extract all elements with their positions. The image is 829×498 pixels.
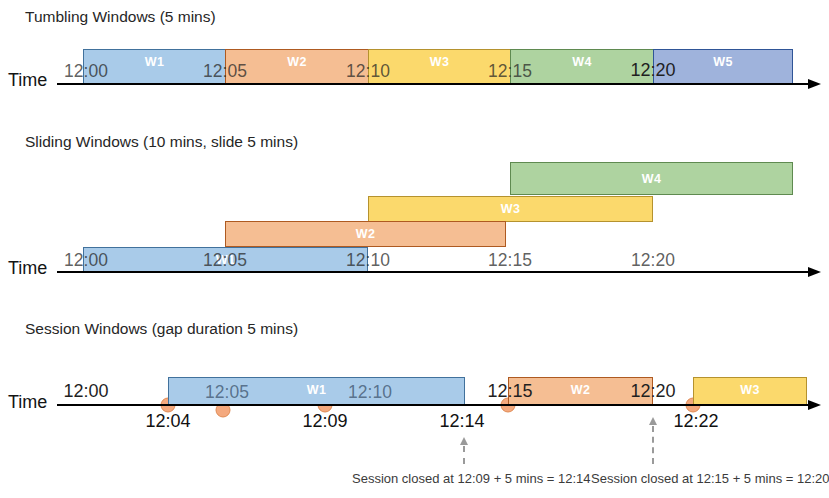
window-label: W2 <box>356 227 375 241</box>
session-section-title: Session Windows (gap duration 5 mins) <box>25 320 298 338</box>
window-label: W2 <box>287 55 306 69</box>
event-label-12-09: 12:09 <box>302 411 347 432</box>
session-timeline <box>57 404 810 406</box>
windowing-diagram: Tumbling Windows (5 mins) Time W1 W2 W3 … <box>0 0 829 498</box>
session-close-annotation-2: Session closed at 12:15 + 5 mins = 12:20 <box>591 471 829 486</box>
sliding-tick-12-10: 12:10 <box>346 250 390 271</box>
session-window-w3: W3 <box>693 377 807 405</box>
session-tick-12-15: 12:15 <box>487 381 532 402</box>
sliding-tick-12-20: 12:20 <box>631 250 675 271</box>
window-label: W4 <box>572 55 591 69</box>
sliding-time-axis-label: Time <box>8 258 47 279</box>
session-tick-12-20: 12:20 <box>630 381 675 402</box>
session-timeline-arrowhead-icon <box>808 400 821 410</box>
tumbling-time-axis-label: Time <box>8 70 47 91</box>
window-label: W3 <box>430 55 449 69</box>
session-tick-12-00: 12:00 <box>63 381 108 402</box>
event-label-12-14: 12:14 <box>439 411 484 432</box>
tumbling-tick-12-10: 12:10 <box>346 61 390 82</box>
window-label: W3 <box>501 202 520 216</box>
sliding-window-w2: W2 <box>225 221 506 247</box>
event-label-12-22: 12:22 <box>673 411 718 432</box>
sliding-timeline <box>57 271 810 273</box>
tumbling-timeline-arrowhead-icon <box>808 79 821 89</box>
session-close-annotation-1: Session closed at 12:09 + 5 mins = 12:14 <box>352 471 591 486</box>
sliding-tick-12-05: 12:05 <box>203 250 247 271</box>
annotation-arrowhead-icon <box>460 437 468 445</box>
tumbling-tick-12-15: 12:15 <box>488 61 532 82</box>
annotation-arrow-dashed-line <box>463 446 465 464</box>
annotation-arrowhead-icon <box>649 417 657 425</box>
tumbling-tick-12-05: 12:05 <box>203 61 247 82</box>
session-tick-12-10: 12:10 <box>348 382 392 403</box>
tumbling-tick-12-00: 12:00 <box>64 61 108 82</box>
tumbling-tick-12-20: 12:20 <box>630 60 675 81</box>
annotation-arrow-dashed-line <box>652 426 654 464</box>
tumbling-timeline <box>57 83 810 85</box>
sliding-timeline-arrowhead-icon <box>808 267 821 277</box>
session-time-axis-label: Time <box>8 392 47 413</box>
sliding-tick-12-00: 12:00 <box>64 250 108 271</box>
window-label: W1 <box>307 383 326 397</box>
sliding-window-w4: W4 <box>510 162 793 195</box>
window-label: W2 <box>571 383 590 397</box>
tumbling-section-title: Tumbling Windows (5 mins) <box>25 8 216 26</box>
window-label: W1 <box>145 55 164 69</box>
window-label: W4 <box>642 172 661 186</box>
window-label: W3 <box>740 383 759 397</box>
sliding-window-w3: W3 <box>368 196 653 222</box>
window-label: W5 <box>713 55 732 69</box>
sliding-section-title: Sliding Windows (10 mins, slide 5 mins) <box>25 133 298 151</box>
session-tick-12-05: 12:05 <box>205 382 249 403</box>
event-label-12-04: 12:04 <box>145 411 190 432</box>
sliding-tick-12-15: 12:15 <box>488 250 532 271</box>
